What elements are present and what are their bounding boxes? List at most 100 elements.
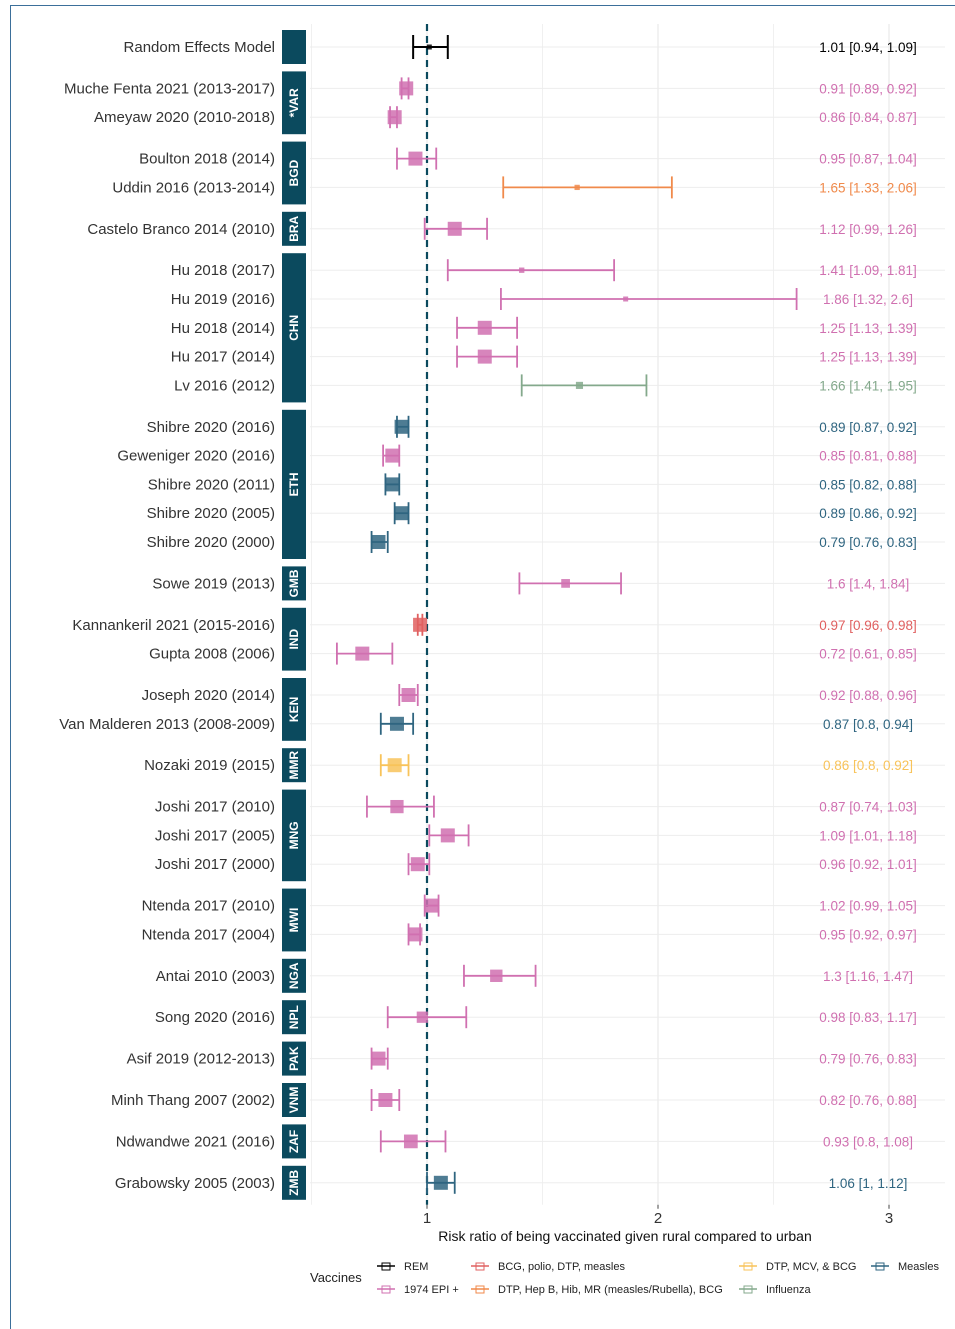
study-label: Shibre 2020 (2016) <box>147 419 275 436</box>
ci-text: 1.66 [1.41, 1.95] <box>819 378 917 393</box>
point-estimate <box>477 320 492 335</box>
ci-text: 0.87 [0.8, 0.94] <box>823 717 913 732</box>
ci-text: 1.02 [0.99, 1.05] <box>819 899 917 914</box>
ci-text: 0.97 [0.96, 0.98] <box>819 618 917 633</box>
ci-text: 0.79 [0.76, 0.83] <box>819 535 917 550</box>
legend-entry-label: DTP, MCV, & BCG <box>766 1261 856 1273</box>
point-estimate <box>385 477 400 492</box>
ci-text: 1.25 [1.13, 1.39] <box>819 321 917 336</box>
legend-key-box <box>743 1262 753 1271</box>
point-estimate <box>623 296 629 302</box>
point-estimate <box>424 898 439 913</box>
ci-text: 0.89 [0.87, 0.92] <box>819 420 917 435</box>
ci-text: 0.92 [0.88, 0.96] <box>819 688 917 703</box>
legend-key-box <box>381 1262 391 1271</box>
study-label: Random Effects Model <box>124 39 275 56</box>
study-label: Ntenda 2017 (2004) <box>142 926 275 943</box>
facet-strip-label: VNM <box>287 1087 301 1114</box>
legend-entry-label: BCG, polio, DTP, measles <box>498 1261 625 1273</box>
x-tick-label: 2 <box>654 1210 662 1227</box>
facet-strip <box>282 1041 306 1076</box>
point-estimate <box>416 1011 429 1023</box>
study-label: Muche Fenta 2021 (2013-2017) <box>64 80 275 97</box>
x-axis-label: Risk ratio of being vaccinated given rur… <box>438 1228 812 1244</box>
facet-strip <box>282 141 306 205</box>
facet-strip <box>282 958 306 993</box>
study-label: Shibre 2020 (2000) <box>147 534 275 551</box>
facet-strip <box>282 566 306 601</box>
facet-strip-label: MNG <box>287 821 301 849</box>
facet-strip-label: ZMB <box>287 1169 301 1195</box>
legend-key-box <box>875 1262 885 1271</box>
point-estimate <box>355 646 370 661</box>
point-estimate <box>389 716 404 731</box>
ci-text: 1.6 [1.4, 1.84] <box>827 576 910 591</box>
legend-key-box <box>475 1285 485 1294</box>
point-estimate <box>426 44 432 50</box>
study-label: Sowe 2019 (2013) <box>152 575 275 592</box>
point-estimate <box>490 969 503 982</box>
ci-text: 0.91 [0.89, 0.92] <box>819 81 917 96</box>
point-estimate <box>387 110 402 125</box>
point-estimate <box>575 381 584 389</box>
facet-strip <box>282 607 306 671</box>
study-label: Lv 2016 (2012) <box>174 377 275 394</box>
study-label: Minh Thang 2007 (2002) <box>111 1092 275 1109</box>
facet-strip <box>282 30 306 64</box>
ci-text: 0.87 [0.74, 1.03] <box>819 800 917 815</box>
study-label: Van Malderen 2013 (2008-2009) <box>59 716 275 733</box>
facet-strip-label: MMR <box>287 751 301 780</box>
facet-strip <box>282 1124 306 1159</box>
point-estimate <box>519 267 525 273</box>
study-label: Ntenda 2017 (2010) <box>142 898 275 915</box>
facet-strip <box>282 1083 306 1117</box>
facet-strip-label: KEN <box>287 697 301 722</box>
study-label: Ameyaw 2020 (2010-2018) <box>94 109 275 126</box>
ci-text: 1.3 [1.16, 1.47] <box>823 969 913 984</box>
facet-strip <box>282 888 306 952</box>
ci-text: 1.01 [0.94, 1.09] <box>819 40 917 55</box>
point-estimate <box>385 448 400 463</box>
study-label: Joshi 2017 (2005) <box>155 827 275 844</box>
legend-entry-label: 1974 EPI + <box>404 1284 459 1296</box>
facet-strip-label: NGA <box>287 962 301 989</box>
facet-strip-label: *VAR <box>287 88 301 117</box>
ci-text: 0.86 [0.8, 0.92] <box>823 758 913 773</box>
legend-entry-label: Measles <box>898 1261 939 1273</box>
facet-strip <box>282 748 306 783</box>
study-label: Asif 2019 (2012-2013) <box>127 1051 275 1068</box>
ci-text: 0.72 [0.61, 0.85] <box>819 647 917 662</box>
legend-title: Vaccines <box>310 1270 362 1285</box>
point-estimate <box>390 799 404 814</box>
ci-text: 1.12 [0.99, 1.26] <box>819 222 917 237</box>
point-estimate <box>394 506 409 521</box>
study-label: Antai 2010 (2003) <box>156 968 275 985</box>
point-estimate <box>371 535 386 549</box>
study-label: Joshi 2017 (2000) <box>155 856 275 873</box>
study-label: Hu 2018 (2014) <box>171 320 275 337</box>
facet-strip-label: GMB <box>287 569 301 597</box>
point-estimate <box>408 151 423 166</box>
ci-text: 0.93 [0.8, 1.08] <box>823 1134 913 1149</box>
point-estimate <box>477 349 492 364</box>
study-label: Geweniger 2020 (2016) <box>117 448 275 465</box>
ci-text: 0.85 [0.81, 0.88] <box>819 449 917 464</box>
ci-text: 0.79 [0.76, 0.83] <box>819 1052 917 1067</box>
facet-strip <box>282 409 306 559</box>
point-estimate <box>440 828 455 843</box>
legend-key-box <box>475 1262 485 1271</box>
study-label: Shibre 2020 (2011) <box>148 476 275 493</box>
ci-text: 0.89 [0.86, 0.92] <box>819 506 917 521</box>
point-estimate <box>561 579 570 588</box>
legend-key-box <box>743 1285 753 1294</box>
point-estimate <box>394 419 409 434</box>
facet-strip-label: CHN <box>287 315 301 341</box>
ci-text: 0.95 [0.87, 1.04] <box>819 152 917 167</box>
point-estimate <box>447 221 462 236</box>
study-label: Nozaki 2019 (2015) <box>144 757 275 774</box>
facet-strip-label: MWI <box>287 908 301 933</box>
facet-strip-label: ETH <box>287 472 301 496</box>
ci-text: 1.41 [1.09, 1.81] <box>819 263 917 278</box>
facet-strip <box>282 211 306 246</box>
